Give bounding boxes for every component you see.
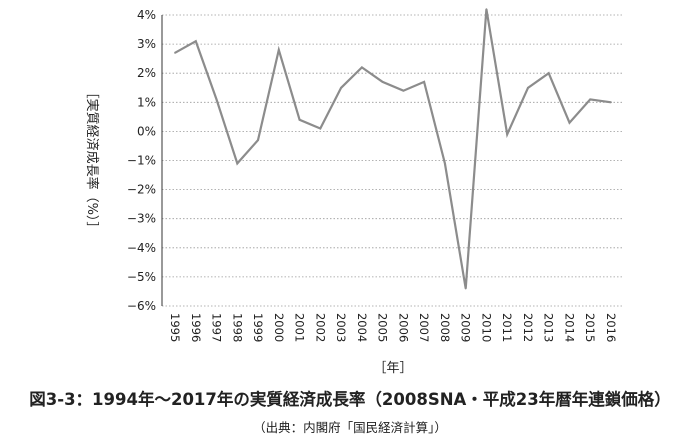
- x-tick-label: 2015: [583, 313, 597, 342]
- x-tick-label: 1999: [251, 313, 265, 342]
- x-tick-label: 2006: [396, 313, 410, 342]
- y-tick-label: −2%: [127, 183, 156, 197]
- series-line: [174, 9, 612, 289]
- chart-title: 図3-3：1994年〜2017年の実質経済成長率（2008SNA・平成23年暦年…: [29, 390, 671, 409]
- data-point: [527, 86, 529, 89]
- x-tick-label: 2005: [376, 313, 390, 342]
- data-point: [236, 162, 239, 165]
- y-tick-label: 1%: [137, 95, 156, 109]
- x-axis-ticks: 1995 1996 1997 1998 1999 2000 2001 2002 2003 2004…: [168, 313, 618, 342]
- x-axis-label: ［年］: [373, 361, 412, 376]
- data-point: [194, 40, 197, 43]
- x-tick-label: 2002: [313, 313, 327, 342]
- data-point: [277, 49, 280, 51]
- data-point: [506, 133, 509, 136]
- data-point: [298, 118, 301, 121]
- y-tick-label: 4%: [137, 8, 156, 22]
- x-tick-label: 2000: [272, 313, 286, 342]
- x-tick-label: 2012: [521, 313, 535, 342]
- y-tick-label: −1%: [127, 154, 156, 168]
- data-point: [464, 287, 467, 290]
- x-tick-label: 1995: [168, 313, 182, 342]
- x-tick-label: 2008: [438, 313, 452, 342]
- x-tick-label: 2011: [500, 313, 514, 342]
- x-tick-label: 2001: [293, 313, 307, 342]
- data-point: [547, 72, 550, 75]
- data-point: [610, 101, 612, 104]
- data-point: [319, 127, 322, 130]
- x-tick-label: 2010: [479, 313, 493, 342]
- data-point: [402, 89, 405, 92]
- y-tick-label: 2%: [137, 66, 156, 80]
- data-point: [423, 81, 426, 83]
- data-point: [589, 98, 592, 101]
- y-axis-label: ［実質経済成長率（%）］: [84, 86, 100, 235]
- x-tick-label: 2013: [542, 313, 556, 342]
- chart-source: （出典：内閣府「国民経済計算」）: [253, 420, 447, 435]
- grid-lines: [162, 14, 623, 307]
- x-tick-label: 1998: [230, 313, 244, 342]
- line-chart: 4%3%2%1%0%−1%−2%−3%−4%−5%−6% 1995 1996 199…: [84, 8, 623, 376]
- y-tick-label: −3%: [127, 212, 156, 226]
- data-point: [568, 121, 571, 124]
- y-tick-label: −5%: [127, 270, 156, 284]
- x-tick-label: 1996: [189, 313, 203, 342]
- x-tick-label: 2014: [562, 313, 576, 342]
- x-tick-label: 1997: [210, 313, 224, 342]
- data-point: [444, 162, 446, 165]
- x-tick-label: 2007: [417, 313, 431, 342]
- y-tick-label: −6%: [127, 299, 156, 313]
- data-point: [340, 86, 342, 89]
- x-tick-label: 2016: [604, 313, 618, 342]
- data-point: [381, 81, 384, 83]
- data-point: [215, 98, 218, 101]
- data-point: [360, 66, 363, 69]
- x-tick-label: 2003: [334, 313, 348, 342]
- data-point: [257, 139, 259, 142]
- y-tick-label: −4%: [127, 241, 156, 255]
- y-tick-label: 3%: [137, 37, 156, 51]
- y-tick-label: 0%: [137, 124, 156, 138]
- x-tick-label: 2004: [355, 313, 369, 342]
- data-point: [485, 8, 488, 11]
- y-axis-ticks: 4% 3% 2% 1% 0% −1% −2% −3% −4% −5% −6%: [127, 8, 156, 313]
- series-group: [174, 8, 612, 290]
- data-point: [174, 51, 176, 54]
- x-tick-label: 2009: [459, 313, 473, 342]
